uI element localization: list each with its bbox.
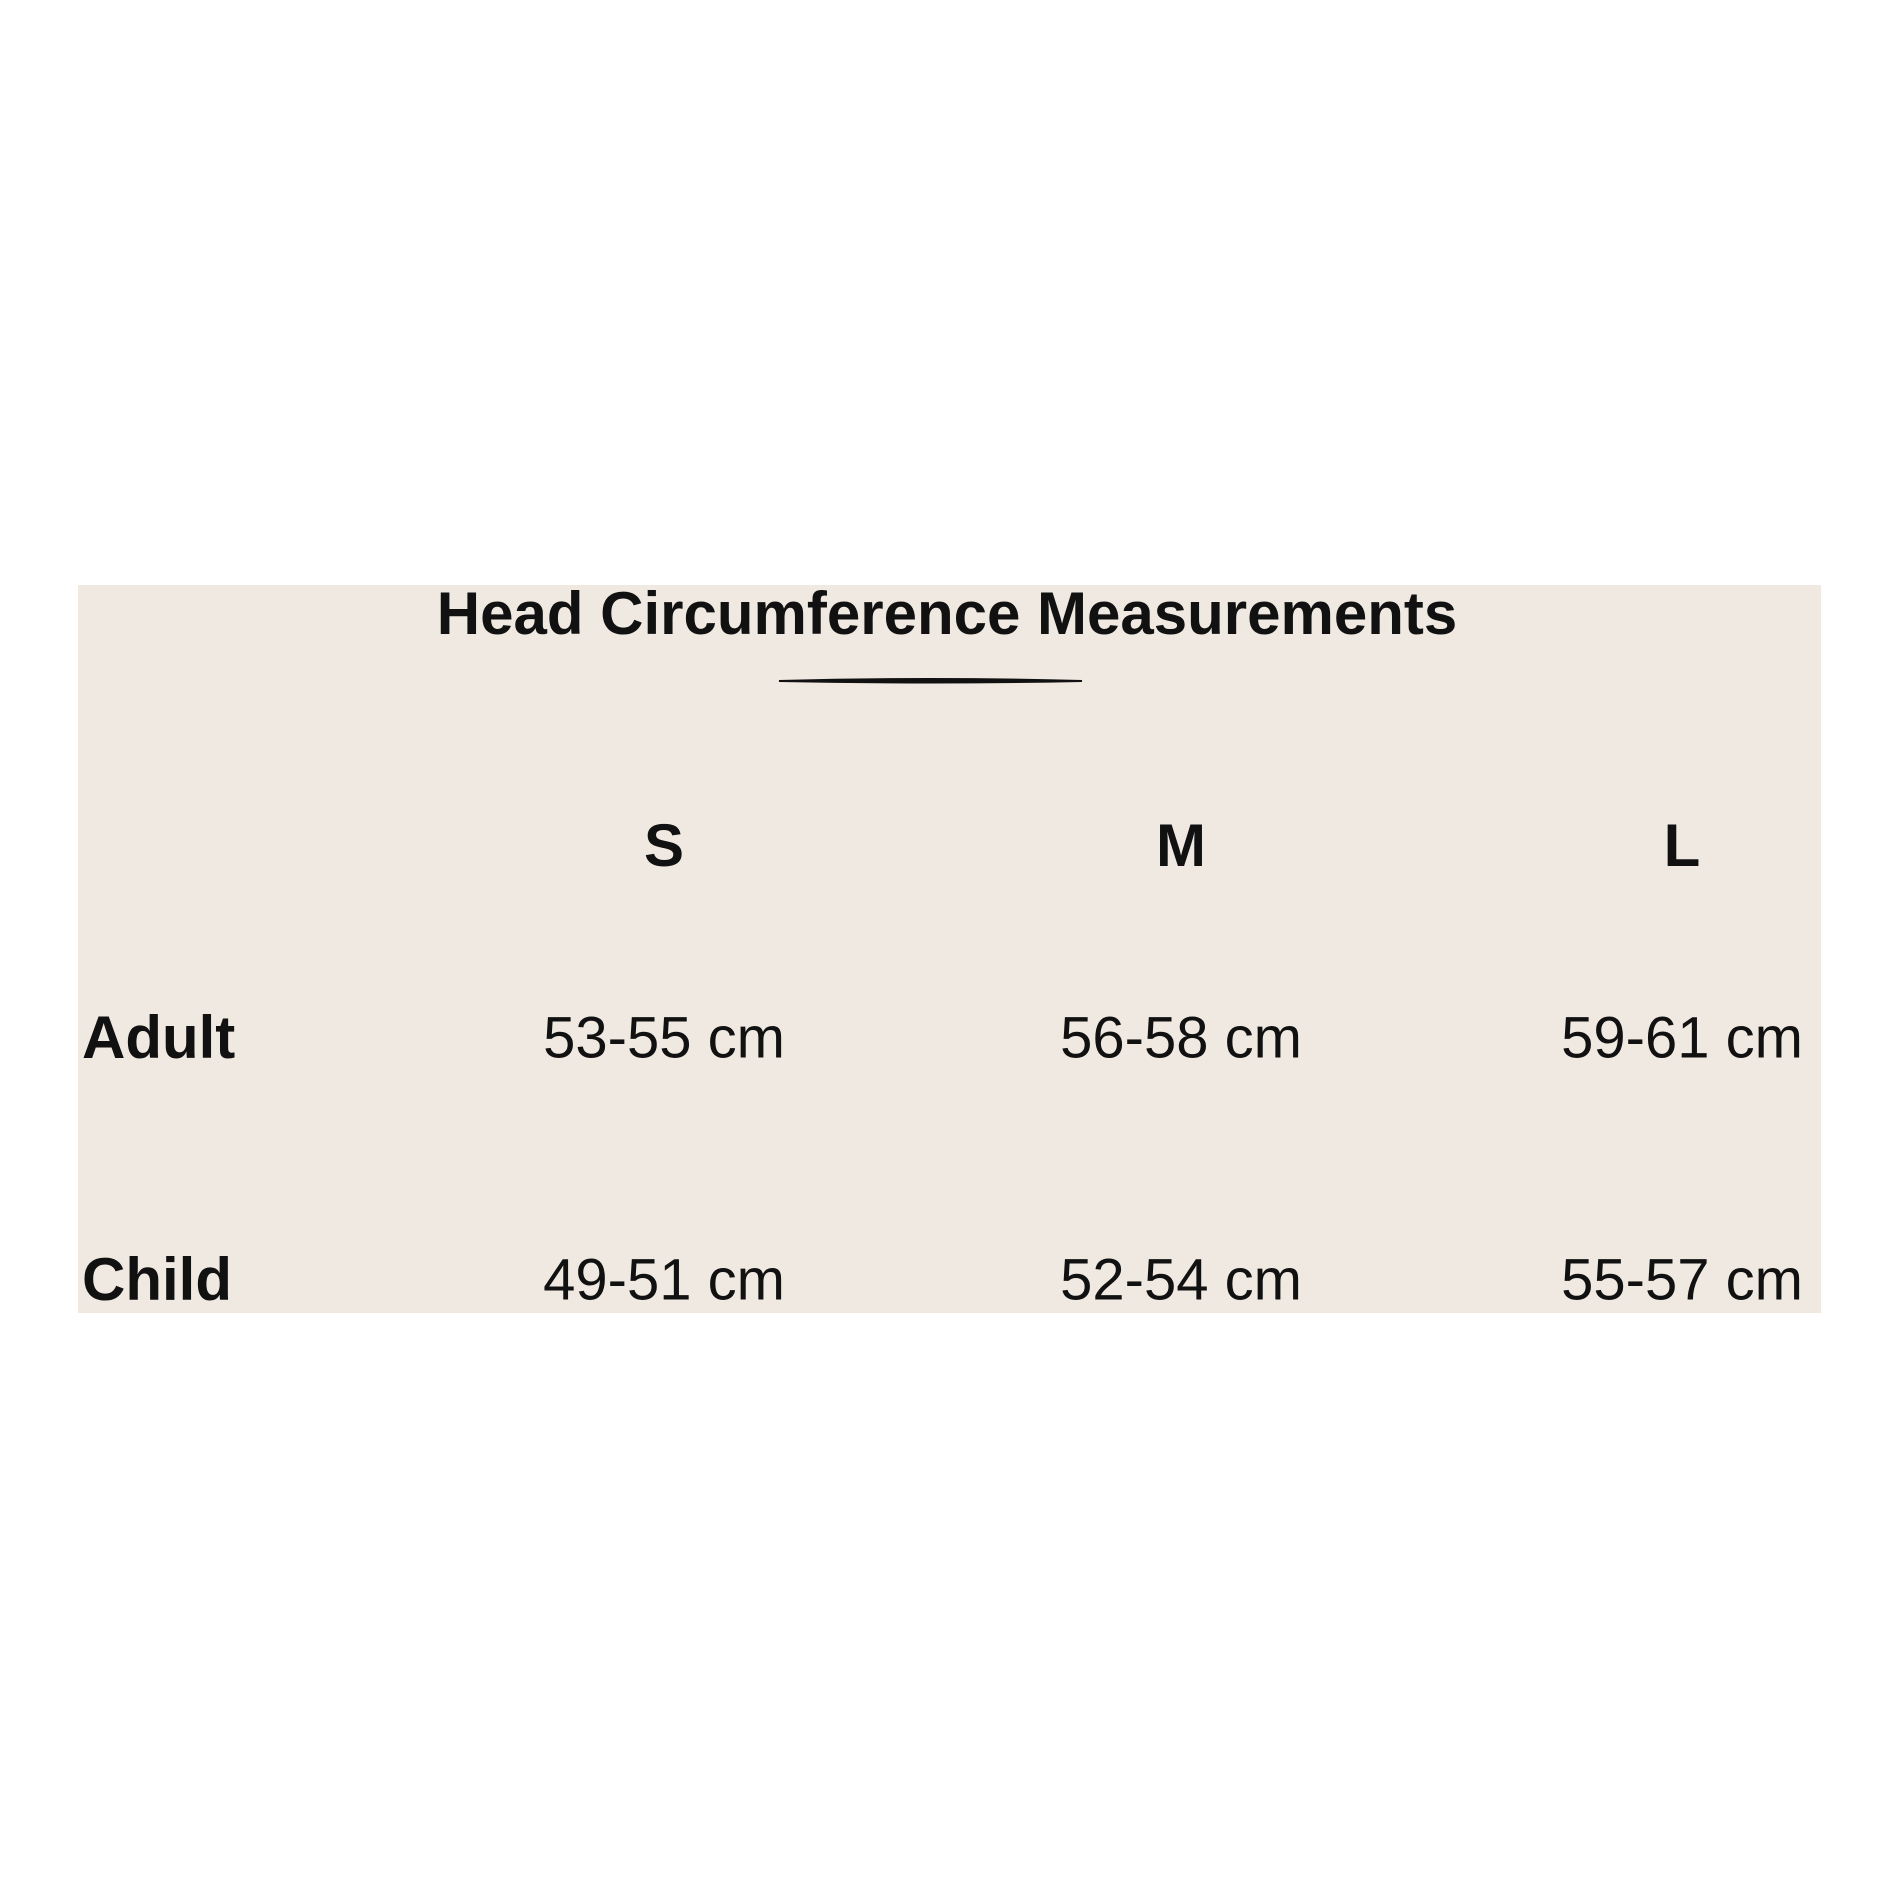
cell: 55-57 cm	[1561, 1247, 1803, 1312]
cell: 49-51 cm	[543, 1247, 785, 1312]
table: S M L Adult 53-55 cm 56-58 cm 59-61 cm Child 49-…	[82, 812, 1803, 1313]
cell: 59-61 cm	[1561, 1005, 1803, 1070]
panel	[78, 585, 1821, 1313]
column-header: M	[1156, 812, 1206, 879]
title-underline	[778, 678, 1083, 684]
cell: 53-55 cm	[543, 1005, 785, 1070]
row-header: Child	[82, 1246, 232, 1313]
title: Head Circumference Measurements	[437, 580, 1457, 647]
cell: 56-58 cm	[1060, 1005, 1302, 1070]
column-header: S	[644, 812, 684, 879]
row-header: Adult	[82, 1004, 235, 1071]
column-header: L	[1664, 812, 1701, 879]
cell: 52-54 cm	[1060, 1247, 1302, 1312]
